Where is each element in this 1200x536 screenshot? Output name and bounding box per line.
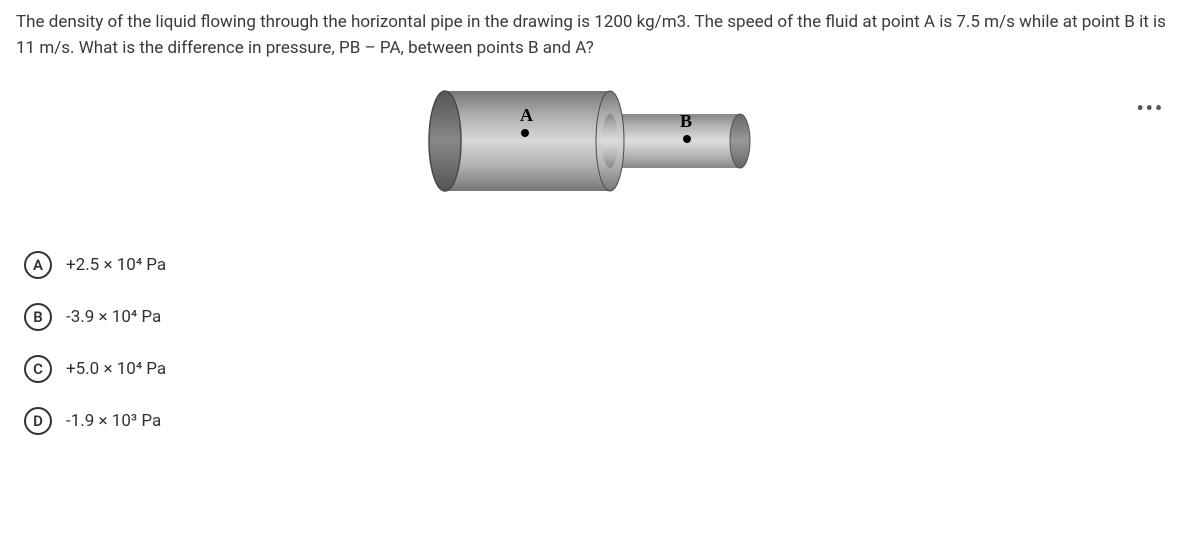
choice-a[interactable]: A +2.5 × 10⁴ Pa: [24, 251, 1184, 279]
pipe-label-a: A: [520, 105, 533, 125]
diagram-area: •••: [16, 81, 1184, 191]
choice-b[interactable]: B -3.9 × 10⁴ Pa: [24, 303, 1184, 331]
pipe-diagram: A B: [425, 81, 735, 191]
choice-text: +5.0 × 10⁴ Pa: [66, 359, 166, 379]
choice-d[interactable]: D -1.9 × 10³ Pa: [24, 407, 1184, 435]
pipe-dot-a: [521, 129, 529, 137]
choice-text: -1.9 × 10³ Pa: [66, 411, 161, 431]
choice-letter: C: [24, 355, 52, 383]
question-text: The density of the liquid flowing throug…: [16, 10, 1184, 61]
choice-letter: D: [24, 407, 52, 435]
choice-text: +2.5 × 10⁴ Pa: [66, 255, 166, 275]
pipe-svg: A B: [425, 81, 755, 201]
more-options-icon[interactable]: •••: [1136, 96, 1164, 120]
choice-letter: A: [24, 251, 52, 279]
choice-letter: B: [24, 303, 52, 331]
answer-choices: A +2.5 × 10⁴ Pa B -3.9 × 10⁴ Pa C +5.0 ×…: [16, 251, 1184, 435]
pipe-label-b: B: [680, 111, 692, 131]
choice-text: -3.9 × 10⁴ Pa: [66, 307, 161, 327]
pipe-dot-b: [683, 135, 691, 143]
choice-c[interactable]: C +5.0 × 10⁴ Pa: [24, 355, 1184, 383]
